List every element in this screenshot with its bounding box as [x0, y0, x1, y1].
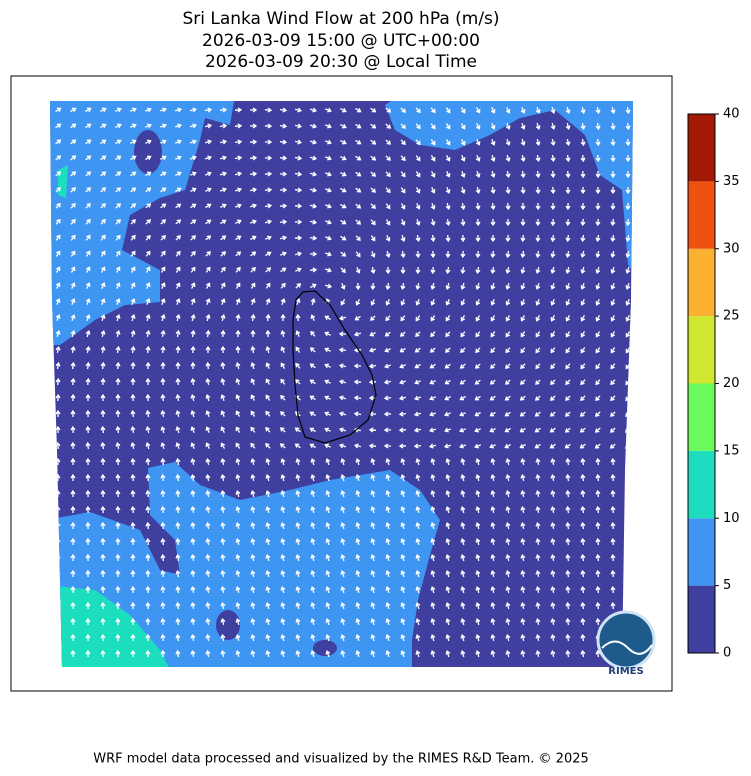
- colorbar-segment: [688, 114, 715, 182]
- colorbar-segment: [688, 248, 715, 317]
- logo-text: RIMES: [608, 666, 643, 677]
- wind-speed-5-10: [50, 462, 440, 667]
- colorbar-tick-label: 5: [723, 578, 731, 593]
- colorbar-tick-label: 10: [723, 511, 740, 526]
- colorbar-segment: [688, 518, 715, 586]
- colorbar-segment: [688, 585, 715, 653]
- wind-speed-10-15: [50, 585, 175, 667]
- title-line: 2026-03-09 15:00 @ UTC+00:00: [202, 31, 480, 51]
- colorbar-tick-label: 40: [723, 107, 740, 122]
- calm-patch: [313, 640, 337, 656]
- logo-emblem: [596, 610, 656, 670]
- colorbar: 0 5 10 15 20 25 30 35 40: [687, 107, 740, 661]
- colorbar-segment: [688, 383, 715, 451]
- title-line: Sri Lanka Wind Flow at 200 hPa (m/s): [182, 9, 499, 29]
- calm-patch: [134, 130, 162, 174]
- colorbar-segment: [688, 181, 715, 249]
- footer: WRF model data processed and visualized …: [93, 752, 589, 767]
- calm-patch: [216, 610, 240, 640]
- colorbar-segment: [688, 450, 715, 519]
- colorbar-tick-label: 0: [723, 646, 731, 661]
- logo: RIMES: [596, 610, 656, 677]
- wind-speed-5-10: [50, 101, 235, 345]
- colorbar-tick-label: 30: [723, 241, 740, 256]
- wind-speed-5-10: [385, 101, 633, 280]
- colorbar-tick-label: 15: [723, 443, 740, 458]
- wind-field: [50, 101, 633, 667]
- sri-lanka-coastline: [292, 290, 377, 444]
- wind-arrows: [55, 106, 631, 658]
- logo-wave: [601, 640, 653, 655]
- colorbar-segment: [688, 316, 715, 384]
- title-line: 2026-03-09 20:30 @ Local Time: [205, 52, 477, 72]
- colorbar-tick-label: 20: [723, 376, 740, 391]
- colorbar-tick-label: 25: [723, 309, 740, 324]
- colorbar-tick-label: 35: [723, 174, 740, 189]
